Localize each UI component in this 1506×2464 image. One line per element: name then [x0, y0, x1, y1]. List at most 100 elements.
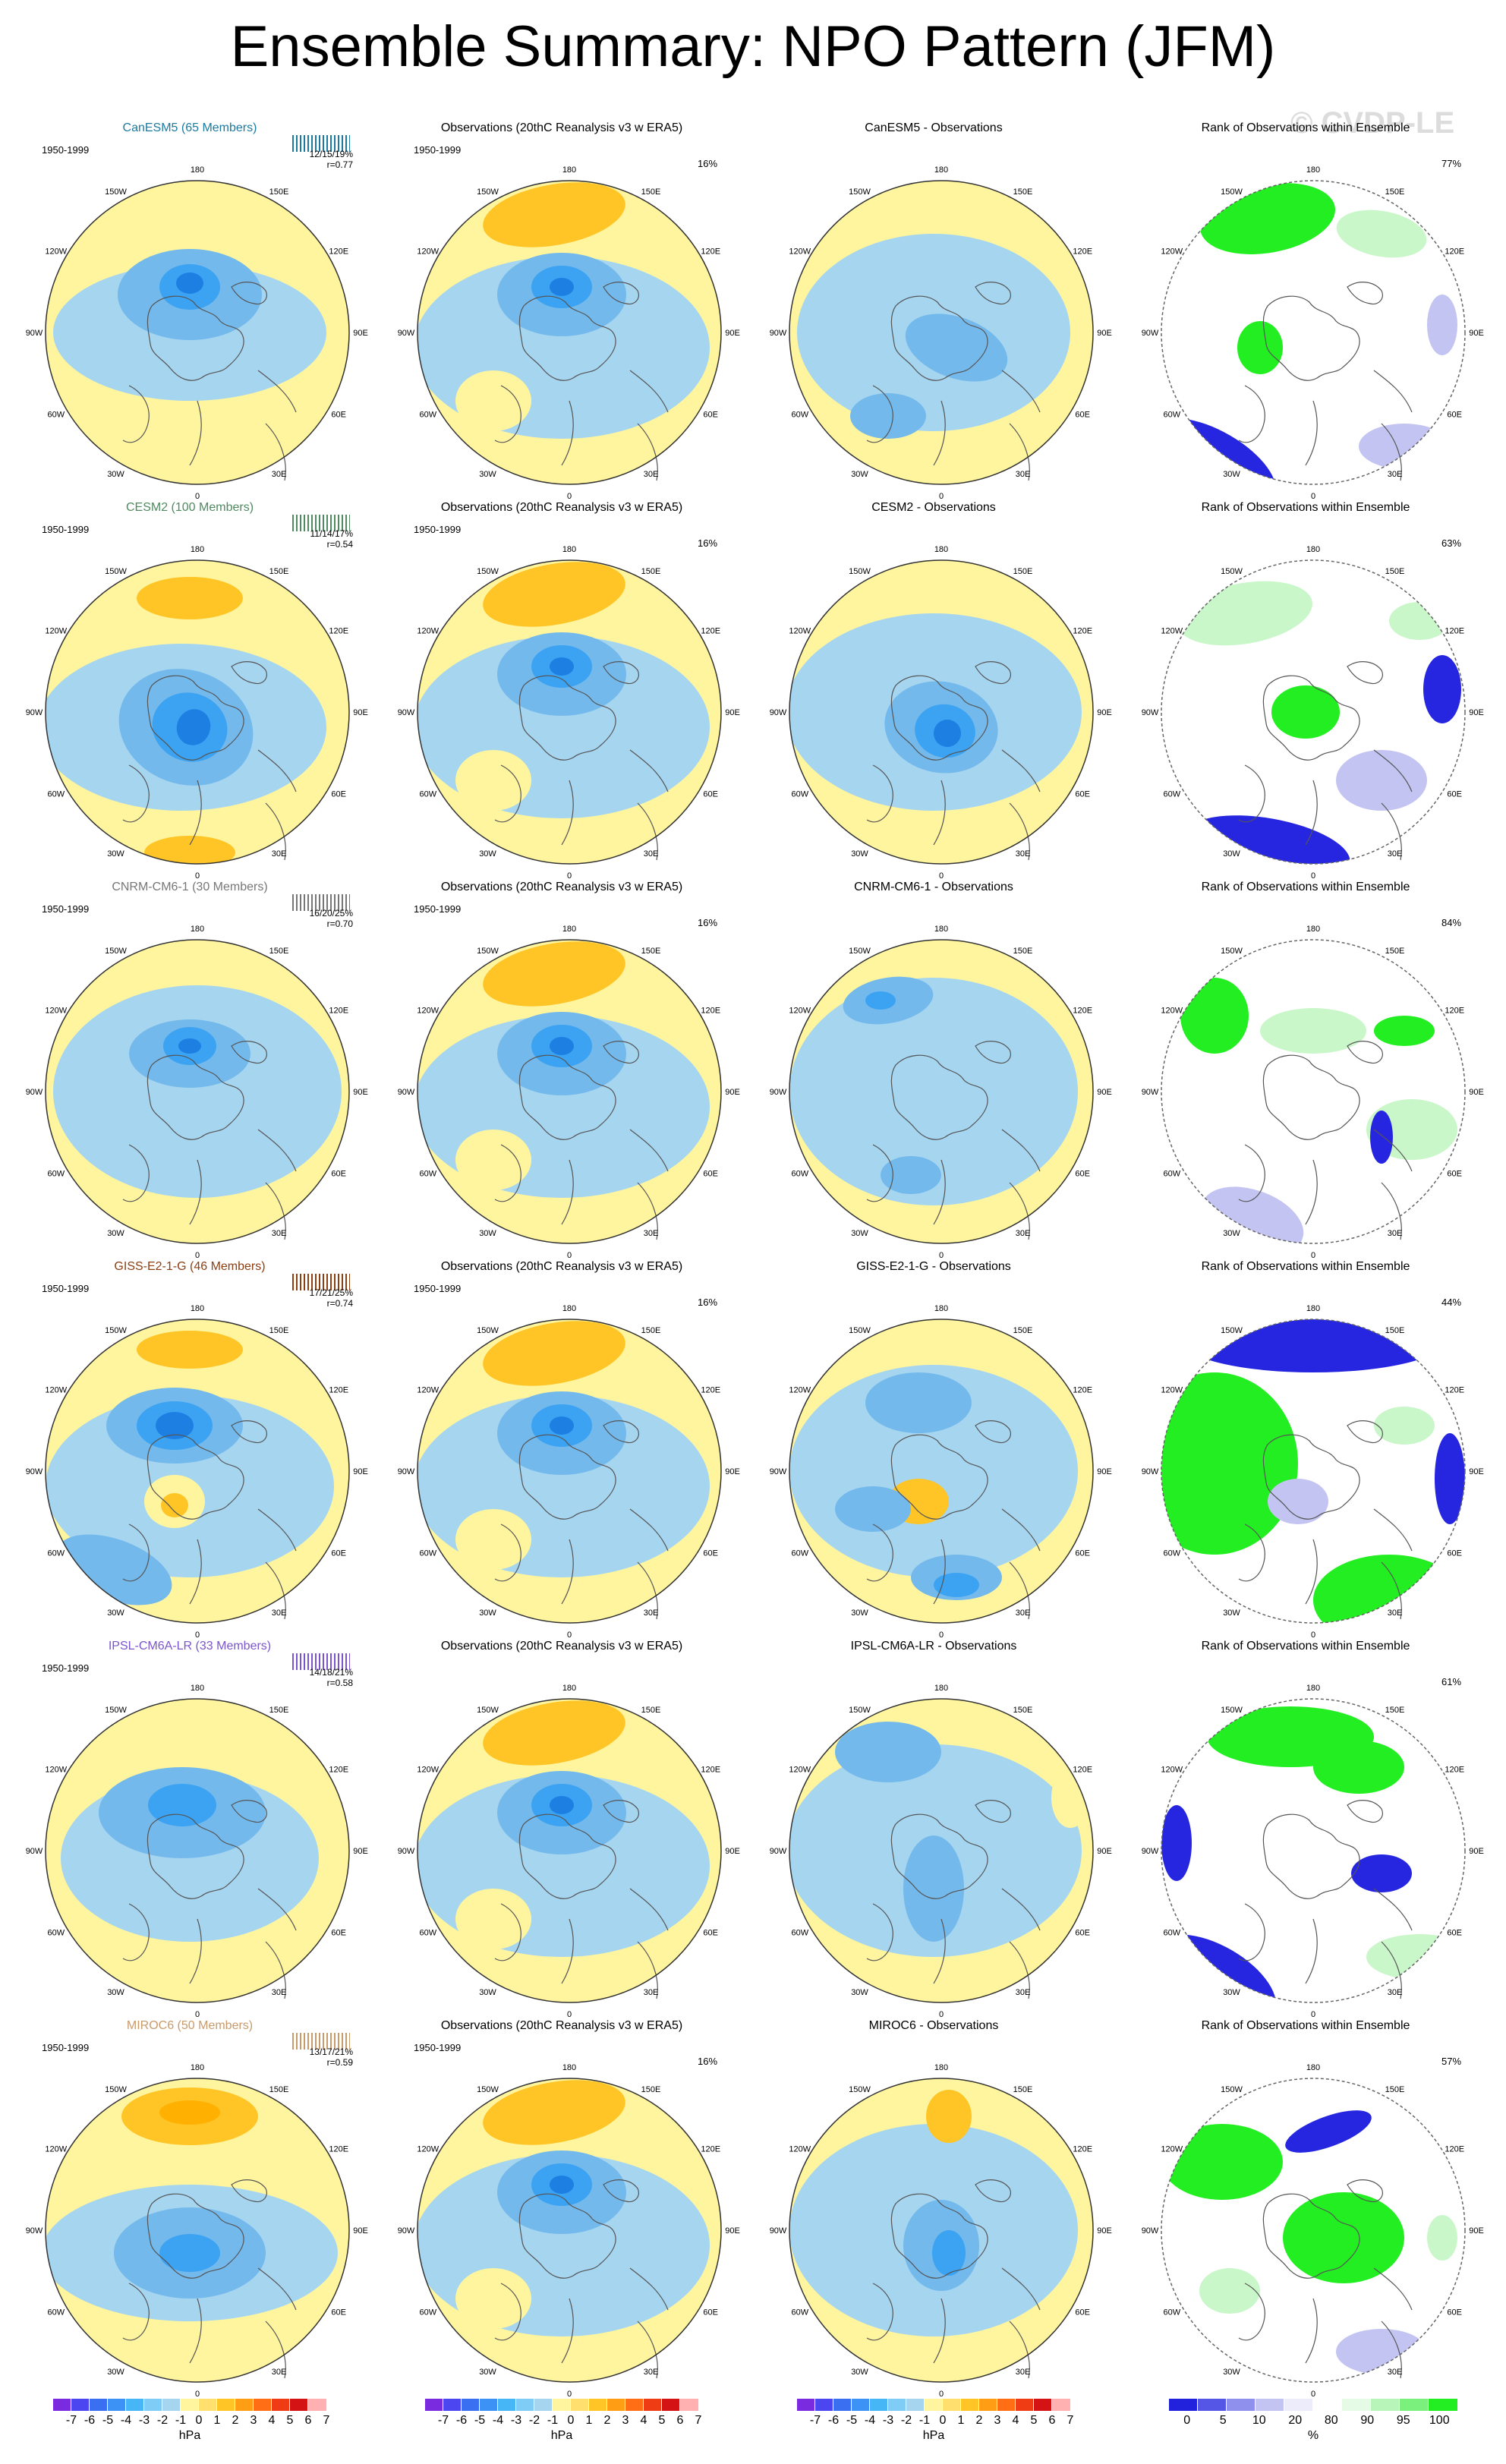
- meridian-label: 60W: [1163, 1549, 1180, 1558]
- colorbar-tick-label: 5: [1030, 2414, 1038, 2427]
- pattern-contour: [881, 1156, 941, 1194]
- meridian-label: 120W: [45, 627, 67, 636]
- pattern-stats: 16/20/25%: [309, 908, 353, 918]
- pattern-contour: [483, 1700, 625, 1766]
- coastline: [122, 282, 297, 481]
- meridian-label: 60E: [1447, 1170, 1462, 1179]
- rank-region: [1366, 1934, 1465, 1980]
- pattern-contour: [550, 1037, 574, 1055]
- meridian-label: 30E: [1016, 2368, 1031, 2377]
- colorbar-tick-label: 1: [213, 2414, 221, 2427]
- meridian-label: 180: [934, 165, 948, 175]
- colorbar-cell: [253, 2398, 273, 2412]
- obs-title: Observations (20thC Reanalysis v3 w ERA5…: [440, 1640, 683, 1653]
- colorbar-tick-label: 100: [1429, 2414, 1450, 2427]
- meridian-label: 30W: [1223, 470, 1240, 479]
- meridian-label: 90W: [770, 1467, 787, 1476]
- meridian-label: 150W: [477, 1706, 499, 1715]
- map-boundary: [417, 1319, 722, 1624]
- colorbar-tick-label: 90: [1360, 2414, 1375, 2427]
- pattern-contour: [156, 1412, 194, 1439]
- obs-percent: 16%: [698, 917, 718, 928]
- colorbar-cell: [1284, 2398, 1314, 2412]
- diff-title: MIROC6 - Observations: [868, 2019, 999, 2032]
- meridian-label: 150E: [1385, 1706, 1405, 1715]
- rank-region: [1199, 2268, 1260, 2314]
- rank-region: [1336, 750, 1427, 811]
- meridian-label: 120E: [329, 1386, 348, 1395]
- pattern-contour: [835, 1486, 911, 1532]
- colorbar-cell: [643, 2398, 663, 2412]
- pattern-contour: [789, 978, 1078, 1205]
- polar-map: 180 150E 120E 90E 60E 30E 0 30W 60W 90W 120W 150W: [26, 1684, 368, 2019]
- colorbar-cell: [942, 2398, 962, 2412]
- meridian-label: 180: [934, 1304, 948, 1313]
- period-label: 1950-1999: [42, 903, 90, 915]
- meridian-label: 120W: [789, 1766, 811, 1775]
- meridian-label: 60E: [1075, 1549, 1090, 1558]
- meridian-label: 60W: [47, 1170, 65, 1179]
- meridian-label: 90E: [1469, 2226, 1484, 2236]
- meridian-label: 60E: [1447, 411, 1462, 420]
- meridian-label: 90E: [353, 1088, 368, 1097]
- meridian-label: 0: [1311, 871, 1315, 881]
- meridian-label: 120E: [1073, 627, 1092, 636]
- meridian-label: 30W: [1223, 2368, 1240, 2377]
- colorbar-cell: [661, 2398, 681, 2412]
- meridian-label: 90E: [1097, 1467, 1112, 1476]
- colorbar-tick-label: 6: [676, 2414, 684, 2427]
- colorbar-cell: [924, 2398, 944, 2412]
- meridian-label: 90W: [26, 1847, 43, 1856]
- meridian-label: 60E: [703, 1929, 718, 1938]
- meridian-label: 30W: [107, 1609, 124, 1618]
- meridian-label: 60W: [47, 2308, 65, 2317]
- rank-percent: 63%: [1441, 537, 1462, 549]
- map-boundary: [1161, 180, 1466, 485]
- meridian-label: 30E: [1388, 849, 1403, 859]
- colorbar-tick-label: -7: [437, 2414, 449, 2427]
- meridian-label: 90W: [26, 1467, 43, 1476]
- meridian-label: 60W: [47, 411, 65, 420]
- meridian-label: 150E: [1013, 1706, 1033, 1715]
- meridian-label: 30W: [107, 1988, 124, 1997]
- map-boundary: [789, 1698, 1094, 2003]
- colorbar-tick-label: -6: [455, 2414, 468, 2427]
- meridian-label: 180: [191, 1684, 204, 1693]
- map-fields: [46, 560, 349, 864]
- map-fields: [1161, 1319, 1465, 1623]
- meridian-label: 90W: [1142, 329, 1159, 338]
- meridian-label: 30W: [1223, 1229, 1240, 1238]
- meridian-label: 150E: [1385, 947, 1405, 956]
- meridian-label: 150W: [849, 1706, 871, 1715]
- pattern-stats: 14/18/21%: [309, 1667, 353, 1678]
- meridian-label: 30E: [644, 470, 659, 479]
- pattern-contour: [455, 750, 531, 811]
- meridian-label: 0: [1311, 2010, 1315, 2019]
- meridian-label: 90W: [1142, 1088, 1159, 1097]
- meridian-label: 120E: [329, 2145, 348, 2154]
- meridian-label: 150E: [1385, 567, 1405, 576]
- pattern-contour: [53, 188, 144, 219]
- period-label: 1950-1999: [42, 1662, 90, 1674]
- pattern-contour: [550, 2176, 574, 2194]
- meridian-label: 150W: [105, 1706, 127, 1715]
- meridian-label: 90W: [770, 708, 787, 717]
- colorbar-tick-label: 3: [622, 2414, 629, 2427]
- meridian-label: 90W: [398, 708, 415, 717]
- pattern-contour: [550, 278, 574, 296]
- coastline: [866, 1420, 1041, 1620]
- meridian-label: 150W: [1221, 2085, 1243, 2094]
- colorbar-cell: [1168, 2398, 1199, 2412]
- pattern-contour: [835, 1722, 941, 1782]
- meridian-label: 60W: [419, 1549, 436, 1558]
- colorbar-cell: [906, 2398, 925, 2412]
- polar-map: 180 150E 120E 90E 60E 30E 0 30W 60W 90W 120W 150W: [1142, 165, 1484, 501]
- meridian-label: 60E: [703, 790, 718, 799]
- coastline: [866, 1800, 1041, 1999]
- pattern-contour: [903, 1835, 964, 1942]
- colorbar-cell: [869, 2398, 889, 2412]
- rank-region: [1370, 1111, 1393, 1164]
- meridian-label: 60W: [419, 790, 436, 799]
- meridian-label: 120W: [45, 1007, 67, 1016]
- coastline: [1238, 1041, 1413, 1240]
